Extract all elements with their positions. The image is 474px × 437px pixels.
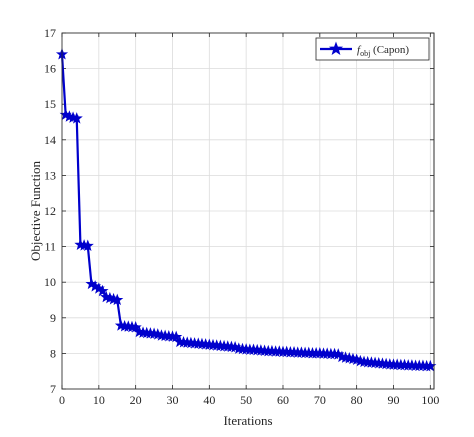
data-point-star-marker <box>170 330 183 343</box>
y-tick-label: 7 <box>50 382 56 396</box>
legend-box <box>315 37 430 61</box>
axis-ticks: 0 10 20 30 40 50 60 70 80 90 100 7 8 9 10 11 12 13 14 15 16 1… <box>44 26 439 407</box>
x-tick-label: 30 <box>166 393 178 407</box>
legend-entry-name: f <box>357 44 362 56</box>
x-tick-label: 100 <box>421 393 439 407</box>
data-point-star-marker <box>111 293 124 306</box>
plot-border <box>61 32 435 390</box>
series-markers <box>55 47 437 372</box>
x-tick-label: 60 <box>277 393 289 407</box>
y-tick-label: 12 <box>44 204 56 218</box>
y-tick-label: 15 <box>44 97 56 111</box>
legend-entry: fobj (Capon) <box>357 44 409 58</box>
y-tick-label: 8 <box>50 346 56 360</box>
data-point-star-marker <box>129 321 142 333</box>
y-tick-label: 17 <box>44 26 56 40</box>
data-point-star-marker <box>96 284 109 297</box>
y-tick-label: 16 <box>44 62 56 76</box>
x-tick-label: 0 <box>59 393 65 407</box>
x-tick-label: 70 <box>314 393 326 407</box>
legend: fobj (Capon) <box>315 37 430 61</box>
data-point-star-marker <box>70 112 83 124</box>
x-axis-label: Iterations <box>223 413 272 428</box>
legend-star-marker <box>328 41 344 56</box>
legend-entry-subscript: obj <box>360 49 370 58</box>
y-tick-label: 11 <box>44 240 56 254</box>
y-tick-label: 13 <box>44 168 56 182</box>
x-tick-label: 20 <box>130 393 142 407</box>
y-tick-label: 10 <box>44 275 56 289</box>
y-tick-label: 9 <box>50 311 56 325</box>
x-tick-label: 10 <box>93 393 105 407</box>
x-tick-label: 80 <box>351 393 363 407</box>
data-point-star-marker <box>81 239 94 252</box>
x-tick-label: 40 <box>203 393 215 407</box>
x-tick-label: 50 <box>240 393 252 407</box>
y-axis-label: Objective Function <box>28 161 43 262</box>
legend-entry-suffix: (Capon) <box>370 44 409 56</box>
x-tick-label: 90 <box>387 393 399 407</box>
y-tick-label: 14 <box>44 133 56 147</box>
